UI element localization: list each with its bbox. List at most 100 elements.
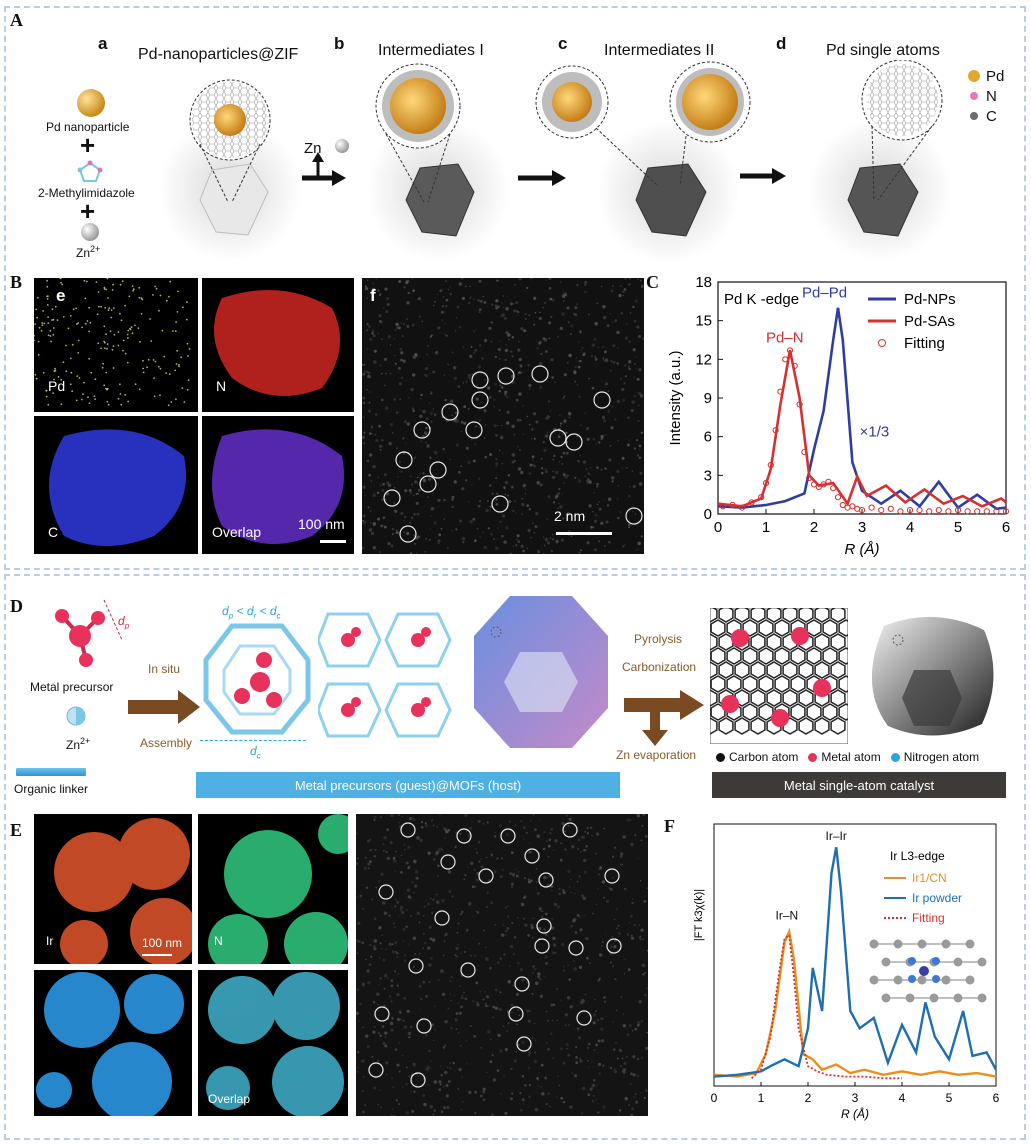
chart-c-fitting-point	[758, 494, 765, 501]
haadf-atoms	[362, 278, 644, 554]
chart-c-fitting-point	[729, 501, 736, 509]
organic-linker-icon	[16, 768, 86, 776]
stage-a-letter: a	[98, 34, 108, 53]
chart-c-xtick-label: 5	[954, 519, 962, 536]
eds-scale-bar	[320, 540, 346, 543]
eds-map-n: N	[202, 278, 354, 412]
in-situ-label: In situ	[148, 662, 181, 676]
dc-bottom-label: dc	[250, 744, 261, 761]
chart-c-fitting-point	[887, 505, 894, 512]
haadf-image-f: 2 nm	[362, 278, 644, 554]
chart-c-fitting-point	[791, 362, 798, 369]
chart-c-fitting-point	[974, 508, 981, 515]
pd-nanoparticle-label: Pd nanoparticle	[46, 120, 130, 134]
zn-evaporation-label: Zn evaporation	[616, 748, 697, 762]
assembly-label: Assembly	[140, 736, 193, 750]
panel-d-letter: D	[10, 596, 23, 616]
chart-c-fitting-point	[825, 478, 832, 485]
metal-precursor-icon	[55, 599, 123, 667]
chart-c-legend-label: Pd-NPs	[904, 291, 956, 308]
chart-c-fitting-point	[796, 401, 803, 408]
chart-c-series-pd-sas	[717, 350, 1007, 508]
haadf-image-e	[356, 814, 648, 1116]
eds-map-overlap-e-label: Overlap	[208, 1092, 251, 1106]
panel-f-letter: F	[664, 816, 675, 836]
chart-c-fitting-point	[945, 508, 952, 515]
chart-c-fitting-point	[1002, 508, 1010, 515]
chart-c-fitting-point	[916, 507, 923, 514]
zif-crystal-dark-2	[635, 163, 707, 237]
stage-c-letter: c	[558, 34, 568, 53]
top-figure-frame	[4, 6, 1026, 570]
chart-f-xtick-label: 5	[946, 1091, 953, 1105]
zif-crystal-dark-3	[847, 163, 919, 237]
panel-a-legend: Pd N C	[968, 66, 1004, 126]
eds-scale-label: 100 nm	[298, 516, 345, 532]
mof-crystal-icon	[474, 596, 608, 748]
host-bar: Metal precursors (guest)@MOFs (host)	[196, 772, 620, 798]
legend-c: C	[968, 106, 1004, 126]
haadf-scale-bar	[556, 532, 612, 535]
plus-sign-1: +	[80, 130, 96, 160]
intermediate-1-nanoparticle	[390, 78, 446, 134]
chart-c-fitting-point	[786, 347, 794, 354]
chart-f-xtick-label: 4	[899, 1091, 906, 1105]
chart-f-xtick-label: 3	[852, 1091, 859, 1105]
sub-e-letter: e	[56, 286, 66, 305]
carbon-product-icon	[871, 616, 994, 736]
bottom-figure-frame	[4, 574, 1026, 1140]
product-bar: Metal single-atom catalyst	[712, 772, 1006, 798]
eds-map-ir: Ir 100 nm	[34, 814, 192, 964]
chart-f-series-0	[713, 927, 997, 1078]
eds-map-c: C	[34, 416, 198, 554]
panel-c-letter: C	[646, 272, 659, 292]
metal-atom-dot-icon	[808, 752, 818, 762]
chart-f-xtick-label: 1	[758, 1091, 765, 1105]
organic-linker-label: Organic linker	[14, 782, 89, 796]
legend-n: N	[968, 86, 1004, 106]
chart-f-xtick-label: 2	[805, 1091, 812, 1105]
stage-c-title: Intermediates II	[604, 42, 715, 59]
single-atom-lattice-icon	[710, 608, 848, 744]
chart-f-annotation-irir: Ir–Ir	[826, 829, 847, 843]
carbon-atom-legend: Carbon atom	[716, 750, 798, 764]
stage-a-title: Pd-nanoparticles@ZIF	[138, 46, 299, 63]
eds-e-scale-label: 100 nm	[142, 936, 183, 950]
mof-cage-icon	[203, 623, 311, 735]
zn-ion-icon-d	[66, 706, 86, 726]
eds-map-ir-label: Ir	[46, 934, 54, 948]
methylimidazole-icon	[77, 160, 103, 182]
chart-c-xtick-label: 4	[906, 519, 914, 536]
eds-map-blue-e	[34, 970, 192, 1116]
pd-nanoparticle-icon	[77, 89, 105, 117]
chart-c-xlabel: R (Å)	[845, 541, 880, 558]
chart-c-ytick-label: 0	[704, 506, 712, 523]
chart-c-fitting-point	[719, 503, 726, 510]
chart-c-fitting-point	[748, 499, 755, 506]
nitrogen-atom-dot-icon	[890, 752, 900, 762]
chart-c-legend-swatch	[878, 339, 886, 347]
chart-f-title: Ir L3-edge	[890, 849, 945, 863]
eds-map-pd: Pd	[34, 278, 198, 412]
chart-c-annotation-pdpd: Pd–Pd	[802, 284, 847, 301]
chart-c-frame	[717, 281, 1007, 515]
chart-c-fitting-point	[738, 504, 746, 511]
chart-c-fitting-point	[897, 508, 904, 515]
chart-c-fitting-point	[830, 485, 837, 492]
chart-c-fitting-point	[964, 508, 971, 515]
chart-c-fitting-point	[983, 508, 990, 515]
panel-d-legend: Carbon atom Metal atom Nitrogen atom	[716, 750, 979, 764]
chart-c-fitting-point	[954, 507, 962, 514]
n-dot-icon	[970, 92, 978, 100]
pyrolysis-arrow	[624, 690, 704, 746]
chart-c-series-pd-nps	[717, 307, 1007, 511]
chart-c-ylabel: Intensity (a.u.)	[667, 350, 684, 445]
in-situ-arrow	[128, 690, 200, 724]
chart-c-fitting-point	[806, 474, 813, 481]
eds-map-c-label: C	[48, 524, 59, 540]
zn-ion-label: Zn2+	[76, 244, 101, 260]
chart-c-fitting-point	[820, 481, 827, 488]
mof-lattice-icon	[318, 612, 452, 738]
haadf-scale-label: 2 nm	[554, 508, 586, 524]
